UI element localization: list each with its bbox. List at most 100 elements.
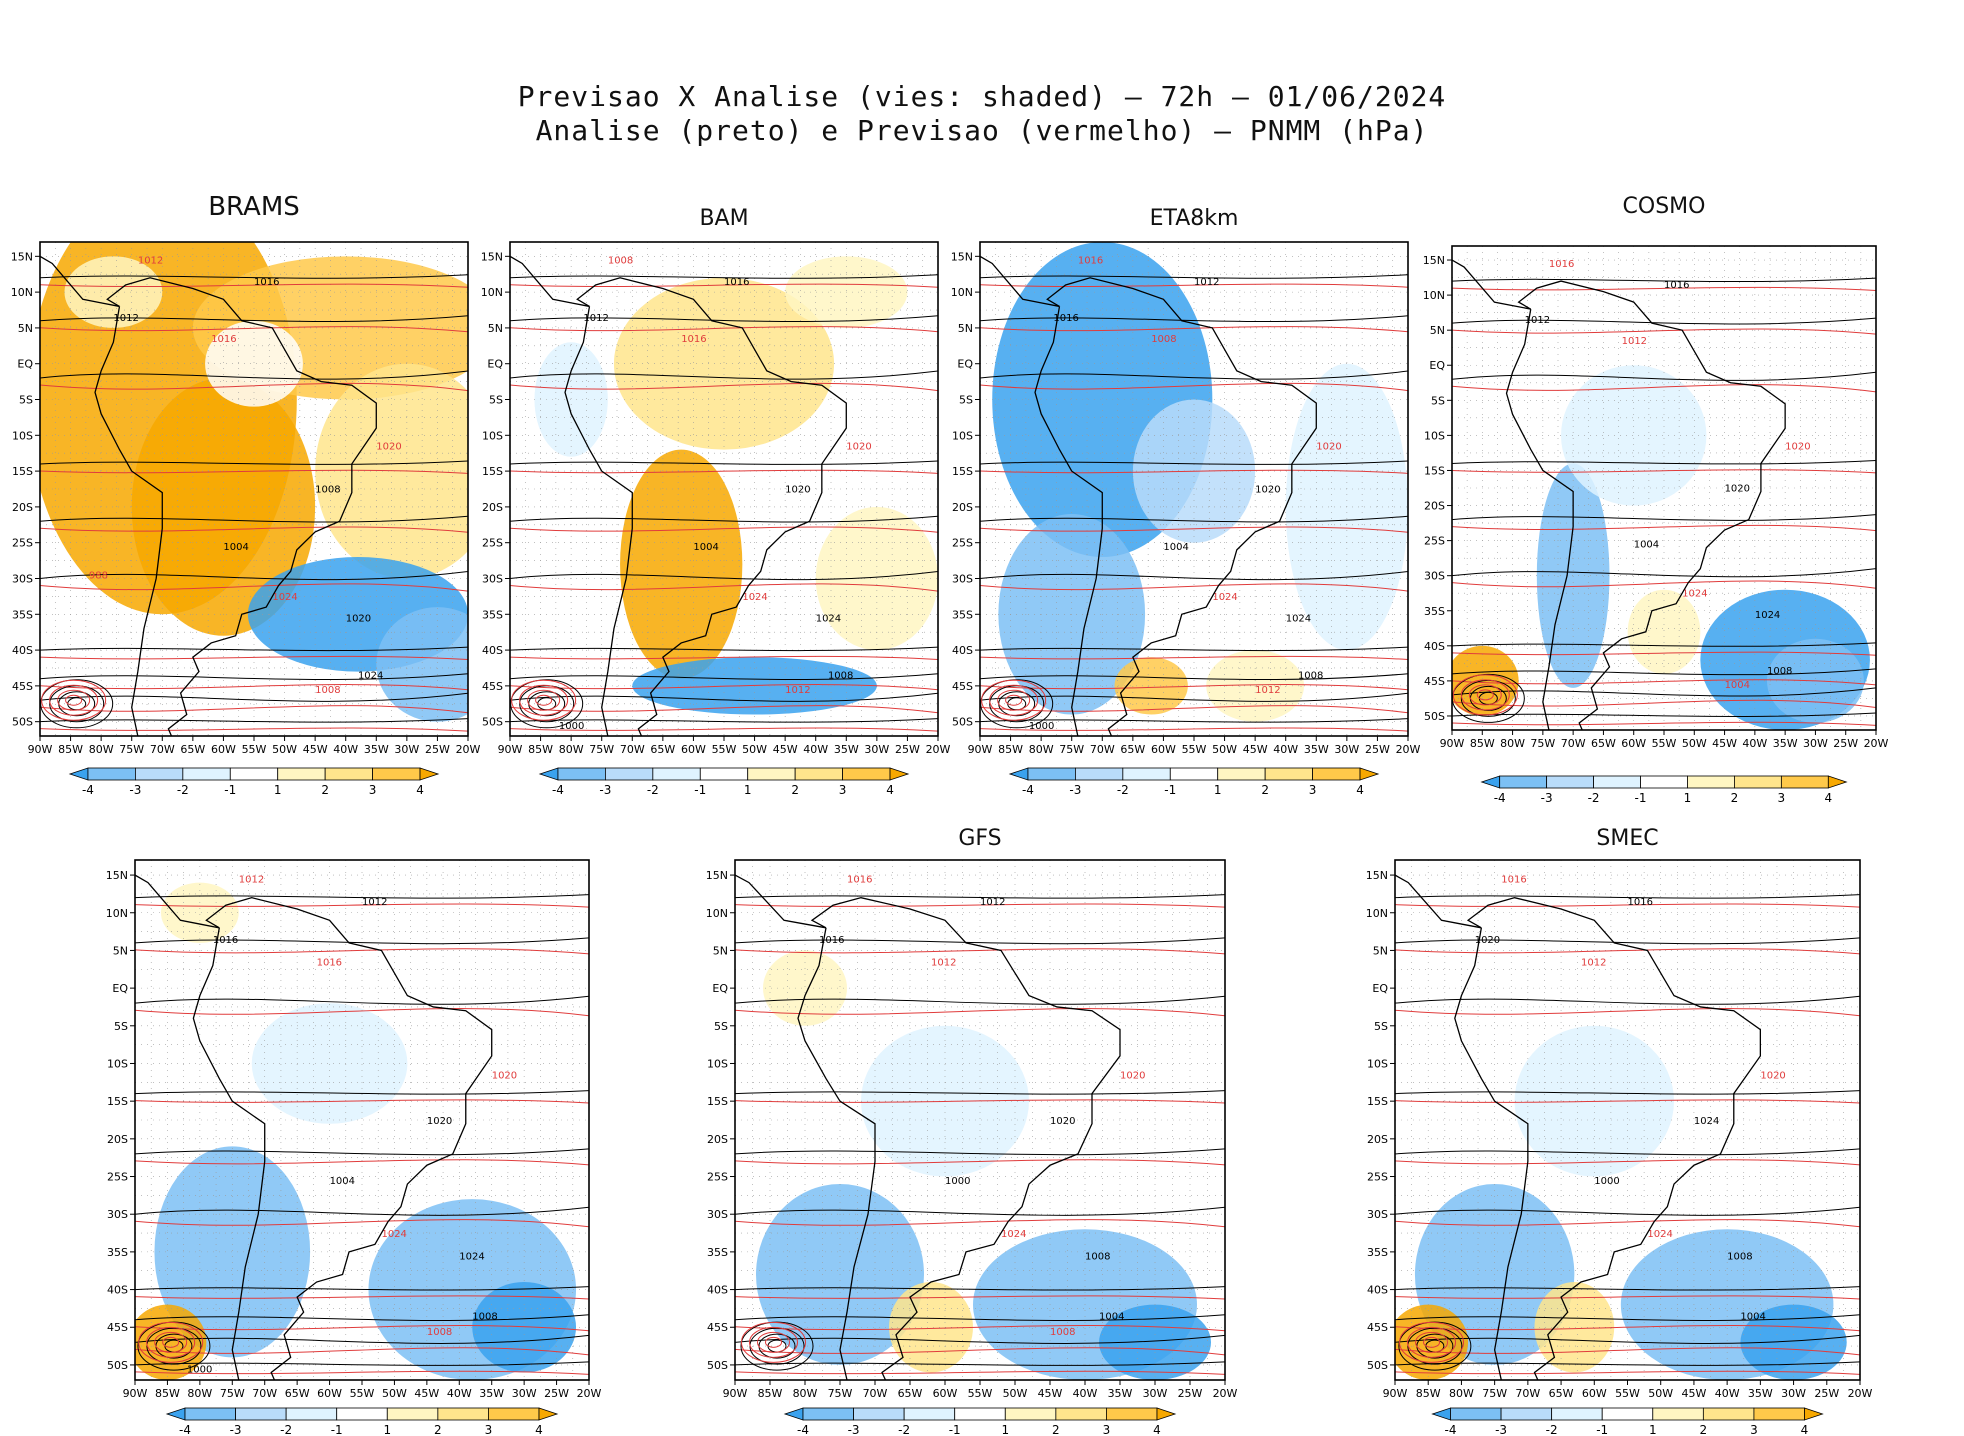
- analysis-contour-label: 1012: [980, 897, 1005, 908]
- forecast-isobar: [40, 583, 468, 592]
- colorbar-segment: [1702, 1407, 1755, 1421]
- coastline: [510, 255, 590, 308]
- lon-tick-label: 25W: [544, 1387, 569, 1400]
- analysis-contour-label: 1004: [1634, 540, 1659, 551]
- forecast-isobar: [980, 526, 1408, 533]
- forecast-isobar: [980, 326, 1408, 333]
- forecast-isobar: [980, 583, 1408, 592]
- lon-tick-label: 60W: [1151, 743, 1176, 756]
- bias-patch: [376, 607, 468, 722]
- analysis-isobar: [510, 370, 938, 380]
- analysis-isobar: [510, 570, 938, 581]
- forecast-contour-label: 1016: [1078, 255, 1103, 266]
- analysis-isobar: [735, 1314, 1225, 1322]
- colorbar-label: 1: [274, 783, 282, 797]
- colorbar-label: 1: [1649, 1423, 1657, 1436]
- colorbar-extend-high: [889, 767, 910, 781]
- forecast-contour-label: 1024: [1647, 1229, 1672, 1240]
- lon-tick-label: 70W: [1090, 743, 1115, 756]
- analysis-isobar: [135, 1314, 589, 1321]
- lat-tick-label: 20S: [482, 501, 503, 514]
- colorbar-label: 4: [1824, 791, 1832, 805]
- lat-tick-label: 40S: [707, 1284, 728, 1297]
- figure-title-line2: Analise (preto) e Previsao (vermelho) — …: [535, 114, 1429, 147]
- lat-tick-label: 5S: [1374, 1020, 1388, 1033]
- analysis-isobar: [1452, 371, 1876, 381]
- lon-tick-label: 30W: [1143, 1387, 1168, 1400]
- lon-tick-label: 65W: [898, 1387, 923, 1400]
- forecast-contour-label: 1024: [272, 592, 297, 603]
- lon-tick-label: 45W: [1038, 1387, 1063, 1400]
- forecast-isobar: [1452, 286, 1876, 291]
- lat-tick-label: 10S: [952, 429, 973, 442]
- lat-tick-label: 5S: [714, 1020, 728, 1033]
- forecast-isobar: [40, 469, 468, 474]
- forecast-isobar: [510, 382, 938, 392]
- colorbar-label: 1: [1214, 783, 1222, 797]
- lat-tick-label: 25S: [107, 1171, 128, 1184]
- analysis-contour-label: 1016: [1628, 897, 1653, 908]
- forecast-contour-label: 1016: [1501, 875, 1526, 886]
- low-pressure-ring: [138, 1321, 204, 1363]
- forecast-contour-label: 1016: [847, 875, 872, 886]
- forecast-isobar: [980, 382, 1408, 392]
- lat-tick-label: 15S: [952, 465, 973, 478]
- forecast-isobar: [510, 526, 938, 533]
- analysis-contour-label: 1000: [1029, 721, 1054, 732]
- analysis-isobar: [1452, 712, 1876, 717]
- lat-tick-label: 50S: [952, 716, 973, 729]
- low-pressure-ring: [41, 679, 107, 721]
- lat-tick-label: 5N: [713, 944, 728, 957]
- lat-tick-label: 25S: [707, 1171, 728, 1184]
- lat-tick-label: 10S: [107, 1057, 128, 1070]
- analysis-isobar: [735, 1090, 1225, 1095]
- analysis-isobar: [1395, 1148, 1860, 1156]
- colorbar-label: 1: [383, 1423, 391, 1436]
- lat-tick-label: 15N: [106, 869, 128, 882]
- forecast-contour-label: 1004: [1725, 680, 1750, 691]
- forecast-contour-label: 1016: [317, 958, 342, 969]
- forecast-isobar: [735, 1347, 1225, 1356]
- colorbar-label: -2: [1588, 791, 1600, 805]
- analysis-contour-label: 1016: [254, 277, 279, 288]
- forecast-isobar: [40, 283, 468, 288]
- analysis-isobar: [40, 515, 468, 523]
- colorbar-label: 2: [1700, 1423, 1708, 1436]
- forecast-contour-label: 1016: [1549, 259, 1574, 270]
- lon-tick-label: 35W: [834, 743, 859, 756]
- analysis-contour-label: 1000: [187, 1364, 212, 1375]
- analysis-isobar: [40, 570, 468, 581]
- lat-tick-label: 30S: [12, 572, 33, 585]
- low-pressure-ring: [1415, 1331, 1449, 1353]
- lon-tick-label: 80W: [187, 1387, 212, 1400]
- forecast-isobar: [40, 326, 468, 333]
- colorbar-label: 4: [1801, 1423, 1809, 1436]
- lon-tick-label: 45W: [1712, 737, 1737, 750]
- forecast-isobar: [735, 903, 1225, 908]
- lon-tick-label: 55W: [712, 743, 737, 756]
- lat-tick-label: 15S: [107, 1095, 128, 1108]
- analysis-isobar: [40, 673, 468, 681]
- forecast-contour-label: 1012: [785, 685, 810, 696]
- analysis-isobar: [40, 646, 468, 652]
- colorbar-label: -2: [1546, 1423, 1558, 1436]
- lat-tick-label: 45S: [12, 680, 33, 693]
- lat-tick-label: 40S: [482, 644, 503, 657]
- analysis-isobar: [1395, 1206, 1860, 1216]
- analysis-isobar: [980, 646, 1408, 652]
- lat-tick-label: EQ: [957, 358, 973, 371]
- colorbar-label: -4: [1445, 1423, 1457, 1436]
- analysis-contour-label: 1016: [1053, 313, 1078, 324]
- bias-patch: [1536, 463, 1610, 688]
- coastline: [94, 277, 377, 736]
- analysis-isobar: [135, 1361, 589, 1366]
- colorbar-label: 2: [1261, 783, 1269, 797]
- analysis-isobar: [135, 937, 589, 945]
- low-pressure-ring: [511, 679, 577, 721]
- lat-tick-label: 15S: [707, 1095, 728, 1108]
- analysis-isobar: [1395, 1361, 1860, 1366]
- lat-tick-label: 50S: [1367, 1359, 1388, 1372]
- lon-tick-label: 45W: [1681, 1387, 1706, 1400]
- lon-tick-label: 50W: [382, 1387, 407, 1400]
